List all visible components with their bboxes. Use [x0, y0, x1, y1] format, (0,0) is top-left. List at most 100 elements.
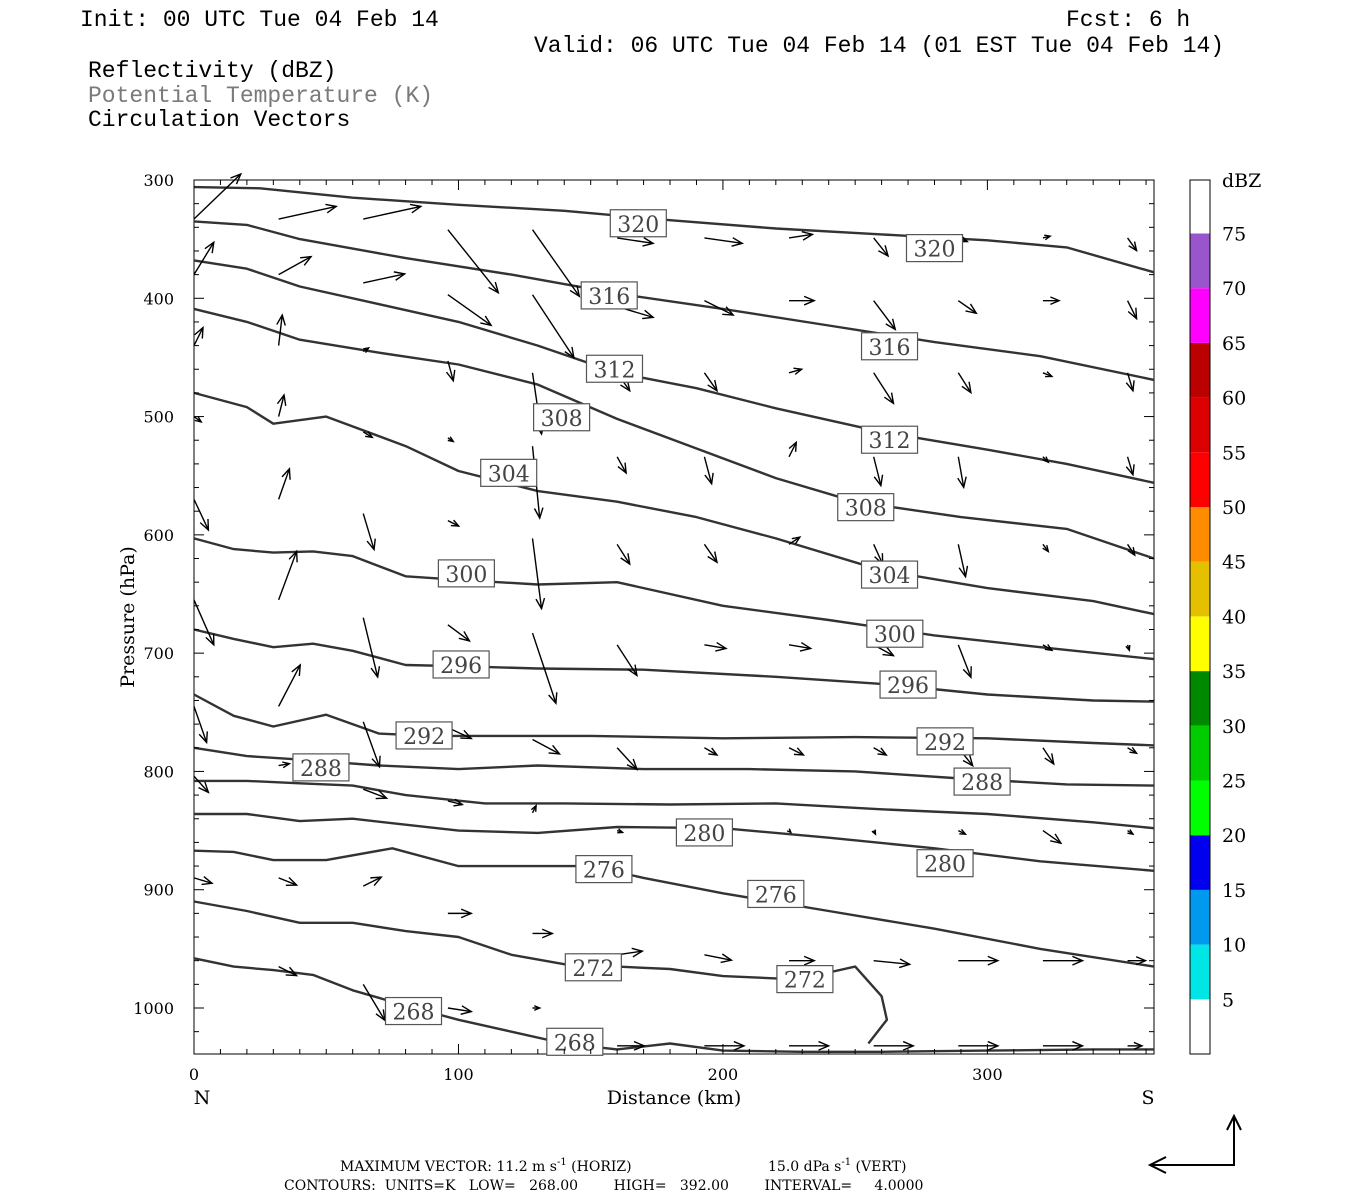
colorbar-frame — [1189, 179, 1211, 1055]
vector-arrow — [1042, 456, 1050, 464]
vector-arrow — [704, 300, 735, 316]
vector-arrow — [1042, 371, 1054, 378]
vector-arrow — [704, 953, 734, 964]
vector-arrow — [789, 955, 817, 966]
vector-arrow — [873, 372, 895, 405]
vector-arrow — [1125, 372, 1135, 393]
svg-text:320: 320 — [617, 213, 659, 238]
colorbar: 5 10 15 20 25 30 35 40 45 50 55 60 65 70 75 — [1189, 179, 1246, 1055]
svg-text:280: 280 — [683, 822, 725, 847]
forecast-hour: Fcst: 6 h — [1066, 7, 1190, 33]
vector-arrow — [704, 747, 719, 756]
vector-arrow — [1127, 956, 1148, 966]
contour-label-280: 280 — [675, 818, 734, 847]
vector-arrow — [872, 456, 884, 488]
contour-label-268: 268 — [546, 1027, 604, 1056]
vector-arrow — [530, 804, 537, 814]
vector-arrow — [786, 828, 793, 834]
vector-arrow — [1042, 296, 1061, 305]
svg-text:296: 296 — [440, 654, 482, 679]
vector-arrow — [193, 415, 203, 424]
y-tick-label: 1000 — [133, 999, 174, 1018]
vector-arrow — [447, 908, 474, 919]
contour-label-288: 288 — [292, 753, 350, 782]
vector-arrow — [703, 456, 714, 486]
colorbar-label: 65 — [1222, 333, 1246, 355]
y-tick-label: 900 — [143, 881, 174, 900]
colorbar-label: 5 — [1222, 989, 1234, 1011]
vector-arrow — [278, 877, 299, 886]
vector-arrow — [617, 1040, 646, 1051]
svg-text:296: 296 — [887, 674, 929, 699]
y-tick-label: 400 — [143, 289, 174, 308]
colorbar-label: 50 — [1222, 497, 1246, 519]
vector-arrow — [1126, 237, 1138, 253]
contour-label-272: 272 — [776, 965, 834, 994]
vector-arrow — [193, 775, 210, 794]
contour-276 — [193, 847, 1155, 968]
colorbar-segment — [1190, 725, 1210, 781]
vector-arrow — [788, 230, 815, 241]
svg-text:316: 316 — [588, 285, 630, 310]
colorbar-unit: dBZ — [1222, 170, 1261, 192]
colorbar-segment — [1190, 342, 1210, 398]
vector-arrow — [616, 747, 639, 771]
contour-304 — [193, 391, 1155, 616]
field-potential-temperature: Potential Temperature (K) — [88, 83, 433, 109]
y-tick-label: 700 — [143, 644, 174, 663]
vector-arrow — [1042, 234, 1052, 241]
vector-arrow — [1126, 543, 1136, 557]
vector-arrow — [788, 367, 804, 375]
vector-arrow — [193, 599, 215, 647]
vector-arrow — [363, 788, 389, 800]
svg-text:304: 304 — [488, 462, 530, 487]
contour-label-276: 276 — [575, 855, 633, 884]
max-vector-vertical: 15.0 dPa s-1 (VERT) — [768, 1157, 906, 1175]
y-axis: 300 400 500 600 700 800 900 1000 — [133, 171, 1154, 1033]
svg-text:312: 312 — [593, 358, 635, 383]
colorbar-label: 60 — [1222, 388, 1246, 410]
vector-arrow — [617, 237, 655, 247]
svg-text:308: 308 — [845, 497, 887, 522]
colorbar-label: 15 — [1222, 880, 1246, 902]
vector-arrow — [957, 828, 968, 835]
vector-arrow — [363, 203, 423, 220]
vector-arrow — [447, 624, 471, 643]
vector-arrow — [788, 440, 798, 458]
colorbar-segment — [1190, 507, 1210, 562]
vector-arrow — [789, 295, 817, 306]
contour-label-316: 316 — [860, 332, 919, 361]
contour-280 — [194, 812, 1155, 872]
contour-label-304: 304 — [860, 560, 919, 589]
vector-arrow — [193, 172, 243, 220]
vector-arrow — [704, 1040, 746, 1051]
vector-arrow — [616, 456, 628, 475]
vector-arrow — [957, 544, 969, 579]
contour-label-312: 312 — [860, 425, 919, 454]
vector-arrow — [789, 1040, 831, 1051]
svg-text:272: 272 — [784, 969, 826, 994]
contour-label-320: 320 — [609, 209, 667, 238]
vector-arrow — [193, 240, 215, 275]
vector-arrow — [871, 829, 877, 836]
vector-arrow — [362, 346, 371, 353]
vector-arrow — [278, 255, 313, 276]
max-vector-horizontal: MAXIMUM VECTOR: 11.2 m s-1 (HORIZ) — [340, 1157, 632, 1175]
vector-arrow — [447, 229, 500, 295]
y-tick-label: 600 — [143, 526, 174, 545]
svg-text:304: 304 — [869, 564, 911, 589]
vector-arrow — [447, 1005, 474, 1015]
x-right-end-label: S — [1141, 1087, 1154, 1109]
colorbar-segment — [1190, 180, 1210, 234]
contour-label-288: 288 — [953, 767, 1011, 796]
contour-label-296: 296 — [432, 650, 490, 679]
contour-label-292: 292 — [916, 727, 974, 756]
colorbar-segment — [1190, 780, 1210, 836]
contour-label-280: 280 — [916, 849, 974, 878]
colorbar-segment — [1190, 561, 1210, 617]
vector-arrow — [1127, 1041, 1144, 1050]
vector-arrow — [445, 360, 456, 383]
vector-arrow — [531, 294, 575, 360]
vector-arrow — [362, 431, 374, 439]
